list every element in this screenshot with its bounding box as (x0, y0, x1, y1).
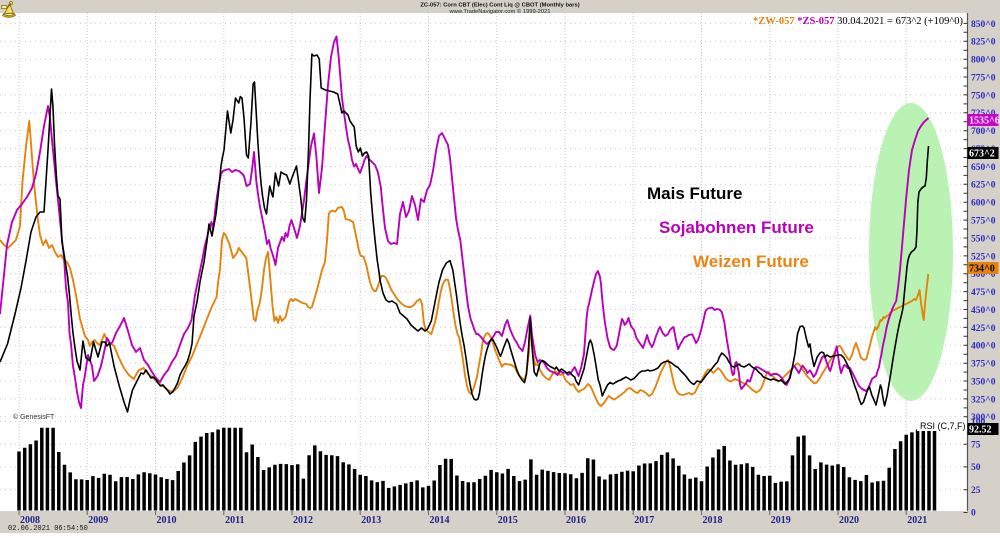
svg-text:02.06.2021 06:54:50: 02.06.2021 06:54:50 (8, 525, 88, 533)
svg-text:775^0: 775^0 (971, 73, 996, 83)
svg-text:625^0: 625^0 (971, 181, 996, 191)
svg-text:92.52: 92.52 (969, 425, 992, 436)
svg-text:800^0: 800^0 (971, 56, 996, 66)
svg-text:2010: 2010 (157, 515, 177, 526)
svg-text:2008: 2008 (20, 515, 40, 526)
svg-text:700^0: 700^0 (971, 127, 996, 137)
svg-text:525^0: 525^0 (971, 252, 996, 262)
svg-text:2009: 2009 (88, 515, 108, 526)
svg-text:2014: 2014 (430, 515, 450, 526)
svg-text:75: 75 (971, 440, 981, 450)
svg-text:2017: 2017 (634, 515, 654, 526)
svg-text:2012: 2012 (293, 515, 313, 526)
svg-text:0: 0 (971, 509, 976, 519)
svg-text:750^0: 750^0 (971, 91, 996, 101)
svg-text:100: 100 (971, 418, 986, 428)
svg-text:375^0: 375^0 (971, 360, 996, 370)
svg-text:*ZW-057 *ZS-057 30.04.2021 =: *ZW-057 *ZS-057 30.04.2021 = 673^2 (+109… (753, 16, 964, 27)
svg-text:2013: 2013 (361, 515, 381, 526)
svg-text:www.TradeNavigator.com © 1999-: www.TradeNavigator.com © 1999-2021 (448, 8, 550, 15)
svg-text:734^0: 734^0 (969, 264, 995, 275)
svg-text:2018: 2018 (703, 515, 723, 526)
svg-text:2021: 2021 (907, 515, 927, 526)
svg-text:550^0: 550^0 (971, 234, 996, 244)
svg-text:ZC-057: Corn CBT (Elec) Cont: ZC-057: Corn CBT (Elec) Cont Liq @ CBOT … (420, 3, 579, 9)
svg-text:425^0: 425^0 (971, 324, 996, 334)
svg-text:Mais Future: Mais Future (647, 184, 742, 203)
svg-text:325^0: 325^0 (971, 395, 996, 405)
svg-text:300^0: 300^0 (971, 413, 996, 423)
svg-text:1535^6: 1535^6 (969, 116, 1000, 127)
svg-text:© GenesisFT: © GenesisFT (13, 413, 55, 421)
svg-text:2011: 2011 (225, 515, 244, 526)
svg-text:50: 50 (971, 463, 981, 473)
svg-text:350^0: 350^0 (971, 377, 996, 387)
svg-text:2015: 2015 (498, 515, 518, 526)
svg-text:450^0: 450^0 (971, 306, 996, 316)
svg-text:Sojabohnen Future: Sojabohnen Future (659, 218, 814, 237)
svg-text:475^0: 475^0 (971, 288, 996, 298)
svg-text:RSI (C,7,F): RSI (C,7,F) (920, 421, 966, 431)
svg-text:2019: 2019 (771, 515, 791, 526)
svg-text:400^0: 400^0 (971, 342, 996, 352)
svg-text:2016: 2016 (566, 515, 586, 526)
svg-text:650^0: 650^0 (971, 163, 996, 173)
svg-text:673^2: 673^2 (969, 149, 995, 160)
svg-text:575^0: 575^0 (971, 217, 996, 227)
svg-text:600^0: 600^0 (971, 199, 996, 209)
svg-text:2020: 2020 (839, 515, 859, 526)
svg-text:25: 25 (971, 486, 981, 496)
svg-text:850^0: 850^0 (971, 20, 996, 30)
svg-text:Weizen Future: Weizen Future (693, 252, 809, 271)
svg-text:500^0: 500^0 (971, 270, 996, 280)
svg-text:825^0: 825^0 (971, 38, 996, 48)
